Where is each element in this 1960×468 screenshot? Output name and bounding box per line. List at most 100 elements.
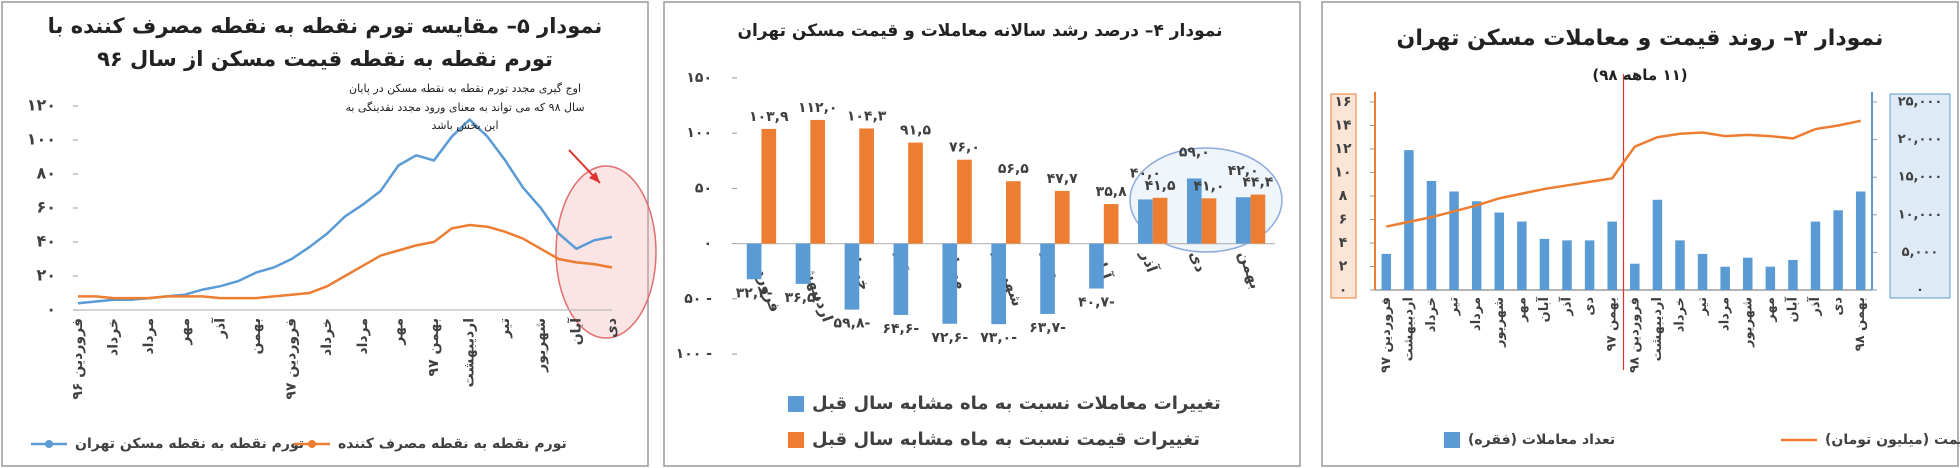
bar	[1404, 150, 1414, 290]
bar	[1006, 181, 1021, 244]
bar	[1765, 266, 1776, 290]
annotation-arrowhead	[589, 172, 600, 183]
value-label: ۳۵,۸	[1096, 184, 1127, 200]
y-tick-label: ۱۲	[1334, 141, 1352, 157]
bar	[1833, 210, 1843, 290]
value-label: ۴۷,۷	[1047, 171, 1078, 187]
y2-tick-label: ۵,۰۰۰	[1902, 245, 1939, 260]
bar	[1517, 221, 1527, 290]
value-label: ۱۰۴,۳	[847, 108, 887, 124]
bar	[1201, 198, 1217, 244]
value-label: ۷۲,۶-	[931, 330, 968, 346]
legend-label: تعداد معاملات (فقره)	[1468, 432, 1615, 448]
y2-tick-label: ۱۰,۰۰۰	[1898, 207, 1943, 222]
x-tick-label: بهمن ۹۸	[1853, 297, 1868, 351]
value-label: ۴۱,۵	[1145, 178, 1176, 194]
x-tick-label: بهمن	[1235, 248, 1265, 291]
y2-tick-label: ۲۰,۰۰۰	[1898, 132, 1943, 147]
legend-label: تغییرات معاملات نسبت به ماه مشابه سال قب…	[812, 393, 1221, 414]
bar	[1607, 221, 1617, 290]
chart-title: نمودار ۳– روند قیمت و معاملات مسکن تهران	[1396, 26, 1884, 51]
bar	[1250, 194, 1266, 244]
bar	[795, 243, 811, 284]
value-label: ۹۱,۵	[900, 123, 931, 139]
value-label: ۷۶,۰	[949, 140, 980, 156]
x-tick-label: اردیبهشت	[462, 318, 478, 387]
x-tick-label: بهمن ۹۷	[1605, 297, 1620, 351]
x-tick-label: شهریور	[533, 318, 549, 373]
highlight	[555, 165, 657, 339]
legend-swatch	[1444, 432, 1460, 448]
x-tick-label: آبان	[1535, 296, 1552, 322]
value-label: ۵۹,۸-	[834, 316, 871, 332]
x-tick-label: تیر	[497, 318, 513, 339]
y-tick-label: ۸	[1339, 188, 1348, 204]
bar	[957, 159, 972, 244]
x-tick-label: مرداد	[141, 318, 157, 355]
bar	[1138, 199, 1153, 244]
axis-box	[1330, 93, 1357, 299]
x-tick-label: خرداد	[1424, 297, 1439, 332]
chart-title: نمودار ۵– مقایسه تورم نقطه به نقطه مصرف …	[47, 14, 603, 71]
x-tick-label: خرداد	[106, 318, 122, 356]
value-label: ۱۰۳,۹	[749, 109, 789, 125]
value-label: ۷۳,۰-	[980, 330, 1017, 346]
bar	[761, 128, 777, 244]
bar	[1449, 191, 1459, 290]
line	[1386, 119, 1861, 228]
bar	[1562, 240, 1572, 290]
chart-subtitle: (۱۱ ماهه ۹۸)	[1592, 66, 1688, 84]
x-tick-label: فروردین ۹۷	[1379, 297, 1394, 373]
x-tick-label: آبان	[566, 317, 584, 345]
value-label: ۴۰,۷-	[1078, 295, 1115, 311]
y-tick-label: ۲۰	[36, 266, 56, 285]
bar	[1675, 240, 1685, 290]
value-label: ۶۴,۶-	[882, 321, 919, 337]
y-tick-label: ۱۰۰	[27, 130, 56, 149]
x-tick-label: مهر	[390, 318, 406, 346]
bar	[1788, 259, 1798, 290]
bar	[1426, 180, 1437, 290]
bar	[1539, 238, 1550, 290]
value-label: ۵۶,۵	[998, 161, 1029, 177]
y-tick-label: ۶۰	[36, 198, 56, 217]
bar	[908, 142, 923, 244]
value-label: ۱۱۲,۰	[798, 100, 838, 116]
x-tick-label: مهر	[1763, 297, 1778, 323]
bar	[1743, 257, 1753, 290]
x-tick-label: مهر	[177, 318, 193, 346]
bar	[1103, 204, 1119, 244]
value-label: ۳۲,۳-	[736, 285, 773, 301]
y2-tick-label: ۲۵,۰۰۰	[1898, 95, 1943, 110]
bar	[991, 243, 1006, 325]
bar	[1471, 201, 1482, 290]
x-tick-label: دی	[1831, 297, 1846, 316]
bar	[893, 243, 909, 315]
value-label: ۴۱,۰	[1193, 178, 1224, 194]
x-tick-label: مرداد	[1469, 297, 1484, 331]
x-tick-label: شهریور	[1740, 297, 1755, 348]
y-tick-label: ۶	[1339, 212, 1348, 228]
y-tick-label: ۴۰	[36, 232, 56, 251]
y-tick-label: ۱۲۰	[27, 96, 56, 115]
bar	[1720, 266, 1730, 290]
y-tick-label: ۱۰۰ -	[676, 346, 713, 362]
legend-swatch	[788, 396, 804, 412]
x-tick-label: دی	[1582, 297, 1597, 316]
x-tick-label: خرداد	[319, 318, 335, 356]
panel-border	[1321, 1, 1959, 467]
bar	[1186, 178, 1202, 244]
y-tick-label: ۱۵۰	[686, 70, 712, 86]
legend-label: متوسط قیمت (میلیون تومان)	[1825, 432, 1960, 448]
bar	[1235, 197, 1251, 244]
y-tick-label: ۰	[1339, 282, 1348, 298]
panel-border	[1, 1, 649, 467]
x-tick-label: مرداد	[1718, 297, 1733, 331]
y-tick-label: ۰	[703, 236, 712, 252]
value-label: ۳۶,۵-	[785, 290, 822, 306]
bar	[859, 128, 874, 244]
legend-swatch	[45, 440, 53, 448]
y2-tick-label: ۱۵,۰۰۰	[1898, 170, 1943, 185]
